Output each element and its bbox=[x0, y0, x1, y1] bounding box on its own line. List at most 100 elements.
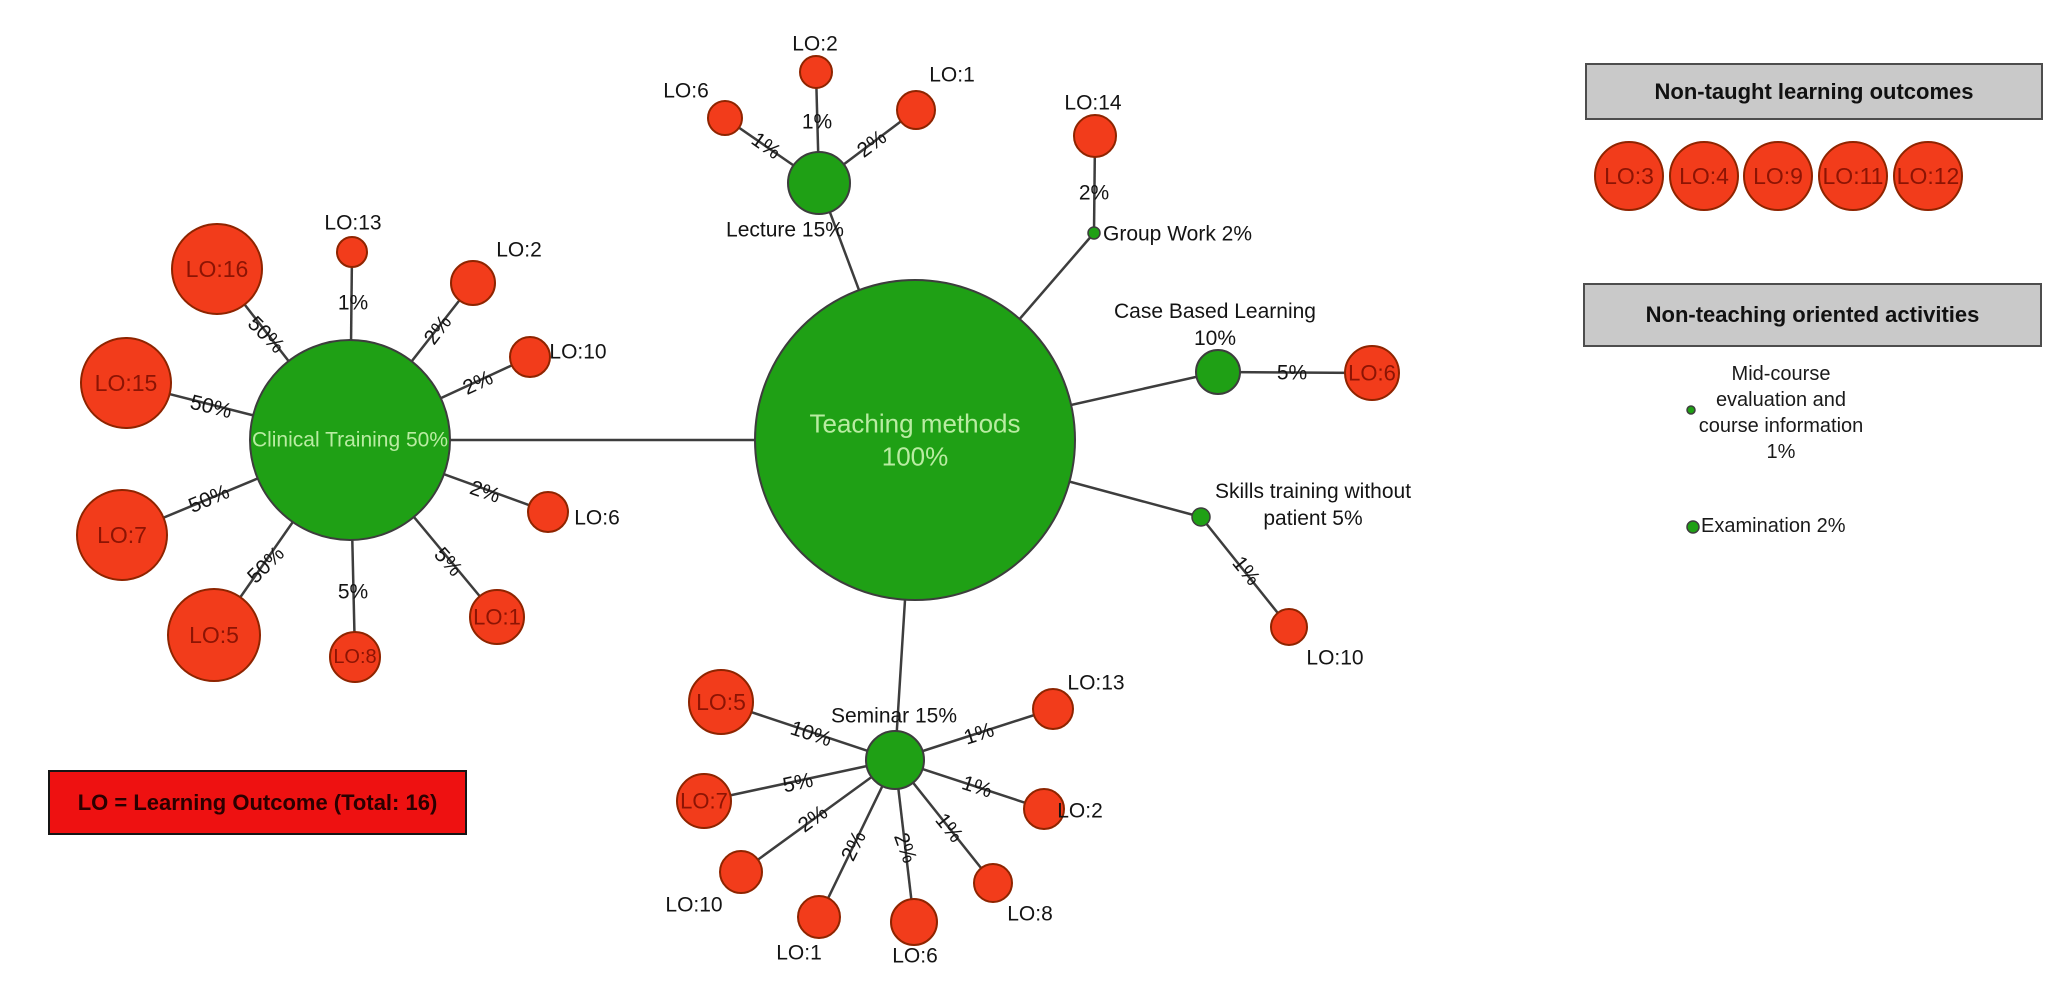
outcome-lo7-seminar bbox=[676, 773, 732, 829]
outcome-lo5-clinical-label: LO:5 bbox=[189, 622, 239, 648]
edge-cbl-lo6-pct-label: 5% bbox=[1277, 362, 1307, 385]
outcome-lo10-skills bbox=[1270, 608, 1308, 646]
outcome-lo5-seminar bbox=[688, 669, 754, 735]
outcome-lo11-panel-label: LO:11 bbox=[1823, 163, 1884, 189]
outcome-lo9-panel bbox=[1743, 141, 1813, 211]
edge-seminar-lo7-pct-label: 5% bbox=[781, 769, 815, 798]
hub-teaching-methods-label: Teaching methods bbox=[809, 409, 1020, 439]
outcome-lo8-clinical bbox=[329, 631, 381, 683]
edge-seminar-lo10 bbox=[740, 758, 896, 874]
outcome-lo6-seminar bbox=[890, 898, 938, 946]
outcome-lo10-skills-label: LO:10 bbox=[1306, 647, 1363, 670]
edge-lecture-lo6-pct-label: 1% bbox=[747, 128, 785, 164]
outcome-lo13-clinical-label: LO:13 bbox=[324, 212, 381, 235]
outcome-lo14-groupwork-label: LO:14 bbox=[1064, 92, 1122, 115]
outcome-lo13-seminar bbox=[1032, 688, 1074, 730]
edge-seminar-lo8-pct-label: 1% bbox=[931, 809, 968, 847]
outcome-lo1-clinical-label: LO:1 bbox=[473, 605, 521, 630]
outcome-lo1-lecture-label: LO:1 bbox=[929, 64, 975, 87]
hub-clinical-training-label: Clinical Training 50% bbox=[252, 429, 448, 452]
outcome-lo2-lecture bbox=[799, 55, 833, 89]
hub-group-work bbox=[1087, 226, 1101, 240]
hub-case-based-learning-label: 10% bbox=[1194, 327, 1236, 350]
hub-skills-training bbox=[1191, 507, 1211, 527]
outcome-lo4-panel bbox=[1669, 141, 1739, 211]
outcome-lo1-seminar-label: LO:1 bbox=[776, 942, 822, 965]
outcome-lo16-clinical bbox=[171, 223, 263, 315]
outcome-lo2-seminar-label: LO:2 bbox=[1057, 800, 1103, 823]
outcome-lo6-lecture-label: LO:6 bbox=[663, 80, 709, 103]
outcome-lo1-clinical bbox=[469, 589, 525, 645]
edge-skills-lo10 bbox=[1200, 516, 1290, 628]
edge-seminar-lo7 bbox=[703, 758, 896, 803]
outcome-lo10-seminar-label: LO:10 bbox=[665, 894, 722, 917]
legend-box: LO = Learning Outcome (Total: 16) bbox=[48, 770, 467, 835]
edge-seminar-lo6-pct-label: 2% bbox=[889, 830, 921, 866]
outcome-lo9-panel-label: LO:9 bbox=[1753, 163, 1803, 189]
edge-lecture-lo2-pct-label: 1% bbox=[802, 111, 832, 134]
hub-seminar bbox=[865, 730, 925, 790]
hub-teaching-methods-label: 100% bbox=[882, 442, 949, 472]
outcome-lo10-seminar bbox=[719, 850, 763, 894]
mid-course-line-4: 1% bbox=[1766, 441, 1796, 463]
outcome-lo16-clinical-label: LO:16 bbox=[186, 256, 249, 282]
non-teaching-activities-header: Non-teaching oriented activities bbox=[1583, 283, 2042, 347]
outcome-lo2-clinical bbox=[450, 260, 496, 306]
edge-groupwork-lo14-pct-label: 2% bbox=[1079, 182, 1109, 205]
edge-clinical-lo15-pct-label: 50% bbox=[188, 391, 234, 423]
edge-seminar-lo5-pct-label: 10% bbox=[787, 717, 834, 752]
edge-clinical-lo13-pct-label: 1% bbox=[338, 292, 368, 315]
non-taught-outcomes-title: Non-taught learning outcomes bbox=[1654, 78, 1974, 104]
edge-clinical-lo7-pct-label: 50% bbox=[185, 480, 233, 518]
mid-course-evaluation-label: Mid-course evaluation and course informa… bbox=[1666, 361, 1896, 465]
edge-clinical-lo5-pct-label: 50% bbox=[243, 542, 289, 588]
hub-group-work-label: Group Work 2% bbox=[1103, 223, 1252, 246]
outcome-lo11-panel bbox=[1818, 141, 1888, 211]
outcome-lo10-clinical-label: LO:10 bbox=[549, 341, 606, 364]
edge-lecture-lo1-pct-label: 2% bbox=[853, 126, 891, 163]
hub-skills-training-label: Skills training without bbox=[1215, 480, 1411, 503]
outcome-lo6-seminar-label: LO:6 bbox=[892, 945, 938, 968]
mid-course-line-2: evaluation and bbox=[1715, 389, 1847, 411]
hub-case-based-learning-label: Case Based Learning bbox=[1114, 300, 1316, 323]
hub-clinical-training bbox=[249, 339, 451, 541]
outcome-lo13-seminar-label: LO:13 bbox=[1067, 672, 1124, 695]
outcome-lo2-clinical-label: LO:2 bbox=[496, 239, 542, 262]
outcome-lo4-panel-label: LO:4 bbox=[1679, 163, 1729, 189]
outcome-lo8-clinical-label: LO:8 bbox=[333, 646, 376, 668]
outcome-lo6-cbl-label: LO:6 bbox=[1348, 361, 1396, 386]
outcome-lo5-seminar-label: LO:5 bbox=[696, 689, 746, 715]
mid-course-line-1: Mid-course bbox=[1731, 363, 1831, 385]
edge-seminar-lo13-pct-label: 1% bbox=[961, 718, 997, 749]
legend-text: LO = Learning Outcome (Total: 16) bbox=[77, 789, 438, 815]
outcome-lo1-lecture bbox=[896, 90, 936, 130]
hub-lecture-label: Lecture 15% bbox=[726, 219, 844, 242]
hub-seminar-label: Seminar 15% bbox=[831, 705, 957, 728]
hub-lecture bbox=[787, 151, 851, 215]
outcome-lo6-clinical-label: LO:6 bbox=[574, 507, 620, 530]
outcome-lo6-lecture bbox=[707, 100, 743, 136]
examination-label: Examination 2% bbox=[1701, 515, 1846, 537]
mid-course-line-3: course information bbox=[1698, 415, 1864, 437]
outcome-lo15-clinical-label: LO:15 bbox=[95, 370, 158, 396]
outcome-lo8-seminar bbox=[973, 863, 1013, 903]
outcome-lo2-seminar bbox=[1023, 788, 1065, 830]
outcome-lo8-seminar-label: LO:8 bbox=[1007, 903, 1053, 926]
dot-mid-course bbox=[1686, 405, 1696, 415]
outcome-lo15-clinical bbox=[80, 337, 172, 429]
dot-examination bbox=[1686, 520, 1700, 534]
hub-case-based-learning bbox=[1195, 349, 1241, 395]
outcome-lo7-seminar-label: LO:7 bbox=[680, 789, 728, 814]
outcome-lo3-panel-label: LO:3 bbox=[1604, 163, 1654, 189]
outcome-lo10-clinical bbox=[509, 336, 551, 378]
outcome-lo3-panel bbox=[1594, 141, 1664, 211]
outcome-lo7-clinical-label: LO:7 bbox=[97, 522, 147, 548]
outcome-lo6-clinical bbox=[527, 491, 569, 533]
edge-seminar-lo1-pct-label: 2% bbox=[837, 827, 871, 864]
outcome-lo1-seminar bbox=[797, 895, 841, 939]
edge-seminar-lo2-pct-label: 1% bbox=[959, 771, 995, 802]
edge-clinical-lo10-pct-label: 2% bbox=[459, 366, 496, 400]
edge-clinical-lo6-pct-label: 2% bbox=[467, 476, 503, 508]
